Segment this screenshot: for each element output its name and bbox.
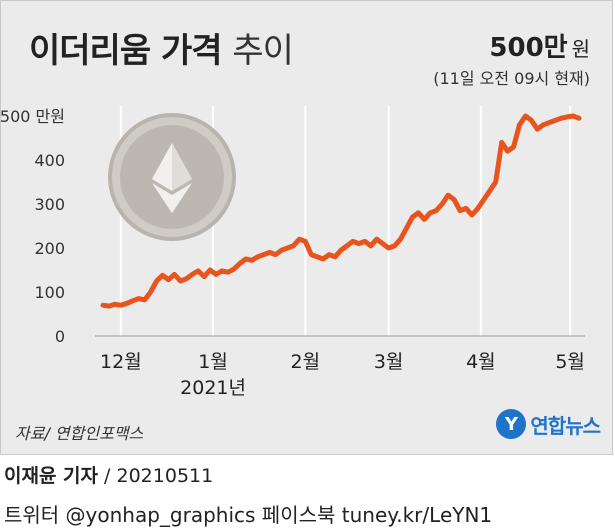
yonhap-logo-icon: Y xyxy=(496,409,527,439)
title-main: 이더리움 가격 xyxy=(29,31,223,71)
chart-title: 이더리움 가격 추이 xyxy=(29,23,294,72)
y-tick-label: 400 xyxy=(34,151,65,170)
source-label: 자료/ 연합인포맥스 xyxy=(15,424,144,443)
price-chart: 0 100 200 300 400 500 만원 12월 1월 2021년 2월 3월 4월 5월 xyxy=(1,106,585,399)
x-axis: 12월 1월 2021년 2월 3월 4월 5월 xyxy=(95,335,585,399)
current-price: 500만 원 xyxy=(489,27,590,64)
ethereum-coin-icon xyxy=(108,113,236,241)
as-of-time: (11일 오전 09시 현재) xyxy=(433,69,590,88)
byline: 이재윤 기자 / 20210511 xyxy=(4,461,213,488)
x-tick-label: 2월 xyxy=(291,351,321,373)
y-axis: 0 100 200 300 400 500 만원 xyxy=(1,107,65,346)
x-tick-label: 3월 xyxy=(374,351,404,373)
yonhap-logo: Y 연합뉴스 xyxy=(496,409,601,439)
y-tick-label: 200 xyxy=(34,239,65,258)
yonhap-logo-text: 연합뉴스 xyxy=(530,413,601,438)
title-light: 추이 xyxy=(232,31,294,71)
x-tick-sublabel: 2021년 xyxy=(180,377,246,399)
social-links: 트위터 @yonhap_graphics 페이스북 tuney.kr/LeYN1 xyxy=(4,503,493,527)
current-price-unit: 원 xyxy=(571,37,590,61)
x-tick-label: 12월 xyxy=(100,351,142,373)
byline-name: 이재윤 기자 xyxy=(4,465,99,487)
footer: 이재윤 기자 / 20210511 트위터 @yonhap_graphics 페… xyxy=(0,455,615,531)
x-tick-label: 4월 xyxy=(466,351,496,373)
x-tick-label: 5월 xyxy=(555,351,585,373)
y-tick-label: 100 xyxy=(34,283,65,302)
x-tick-label: 1월 xyxy=(198,351,228,373)
y-tick-label: 0 xyxy=(55,327,65,346)
byline-sep: / xyxy=(98,465,117,487)
y-tick-label: 300 xyxy=(34,195,65,214)
y-tick-label: 500 만원 xyxy=(1,107,65,126)
byline-date: 20210511 xyxy=(116,465,214,487)
series-line-ethereum-price xyxy=(100,113,582,309)
chart-card: 0 100 200 300 400 500 만원 12월 1월 2021년 2월 3월 4월 5월 이… xyxy=(0,0,613,455)
current-price-value: 500만 xyxy=(489,33,568,63)
